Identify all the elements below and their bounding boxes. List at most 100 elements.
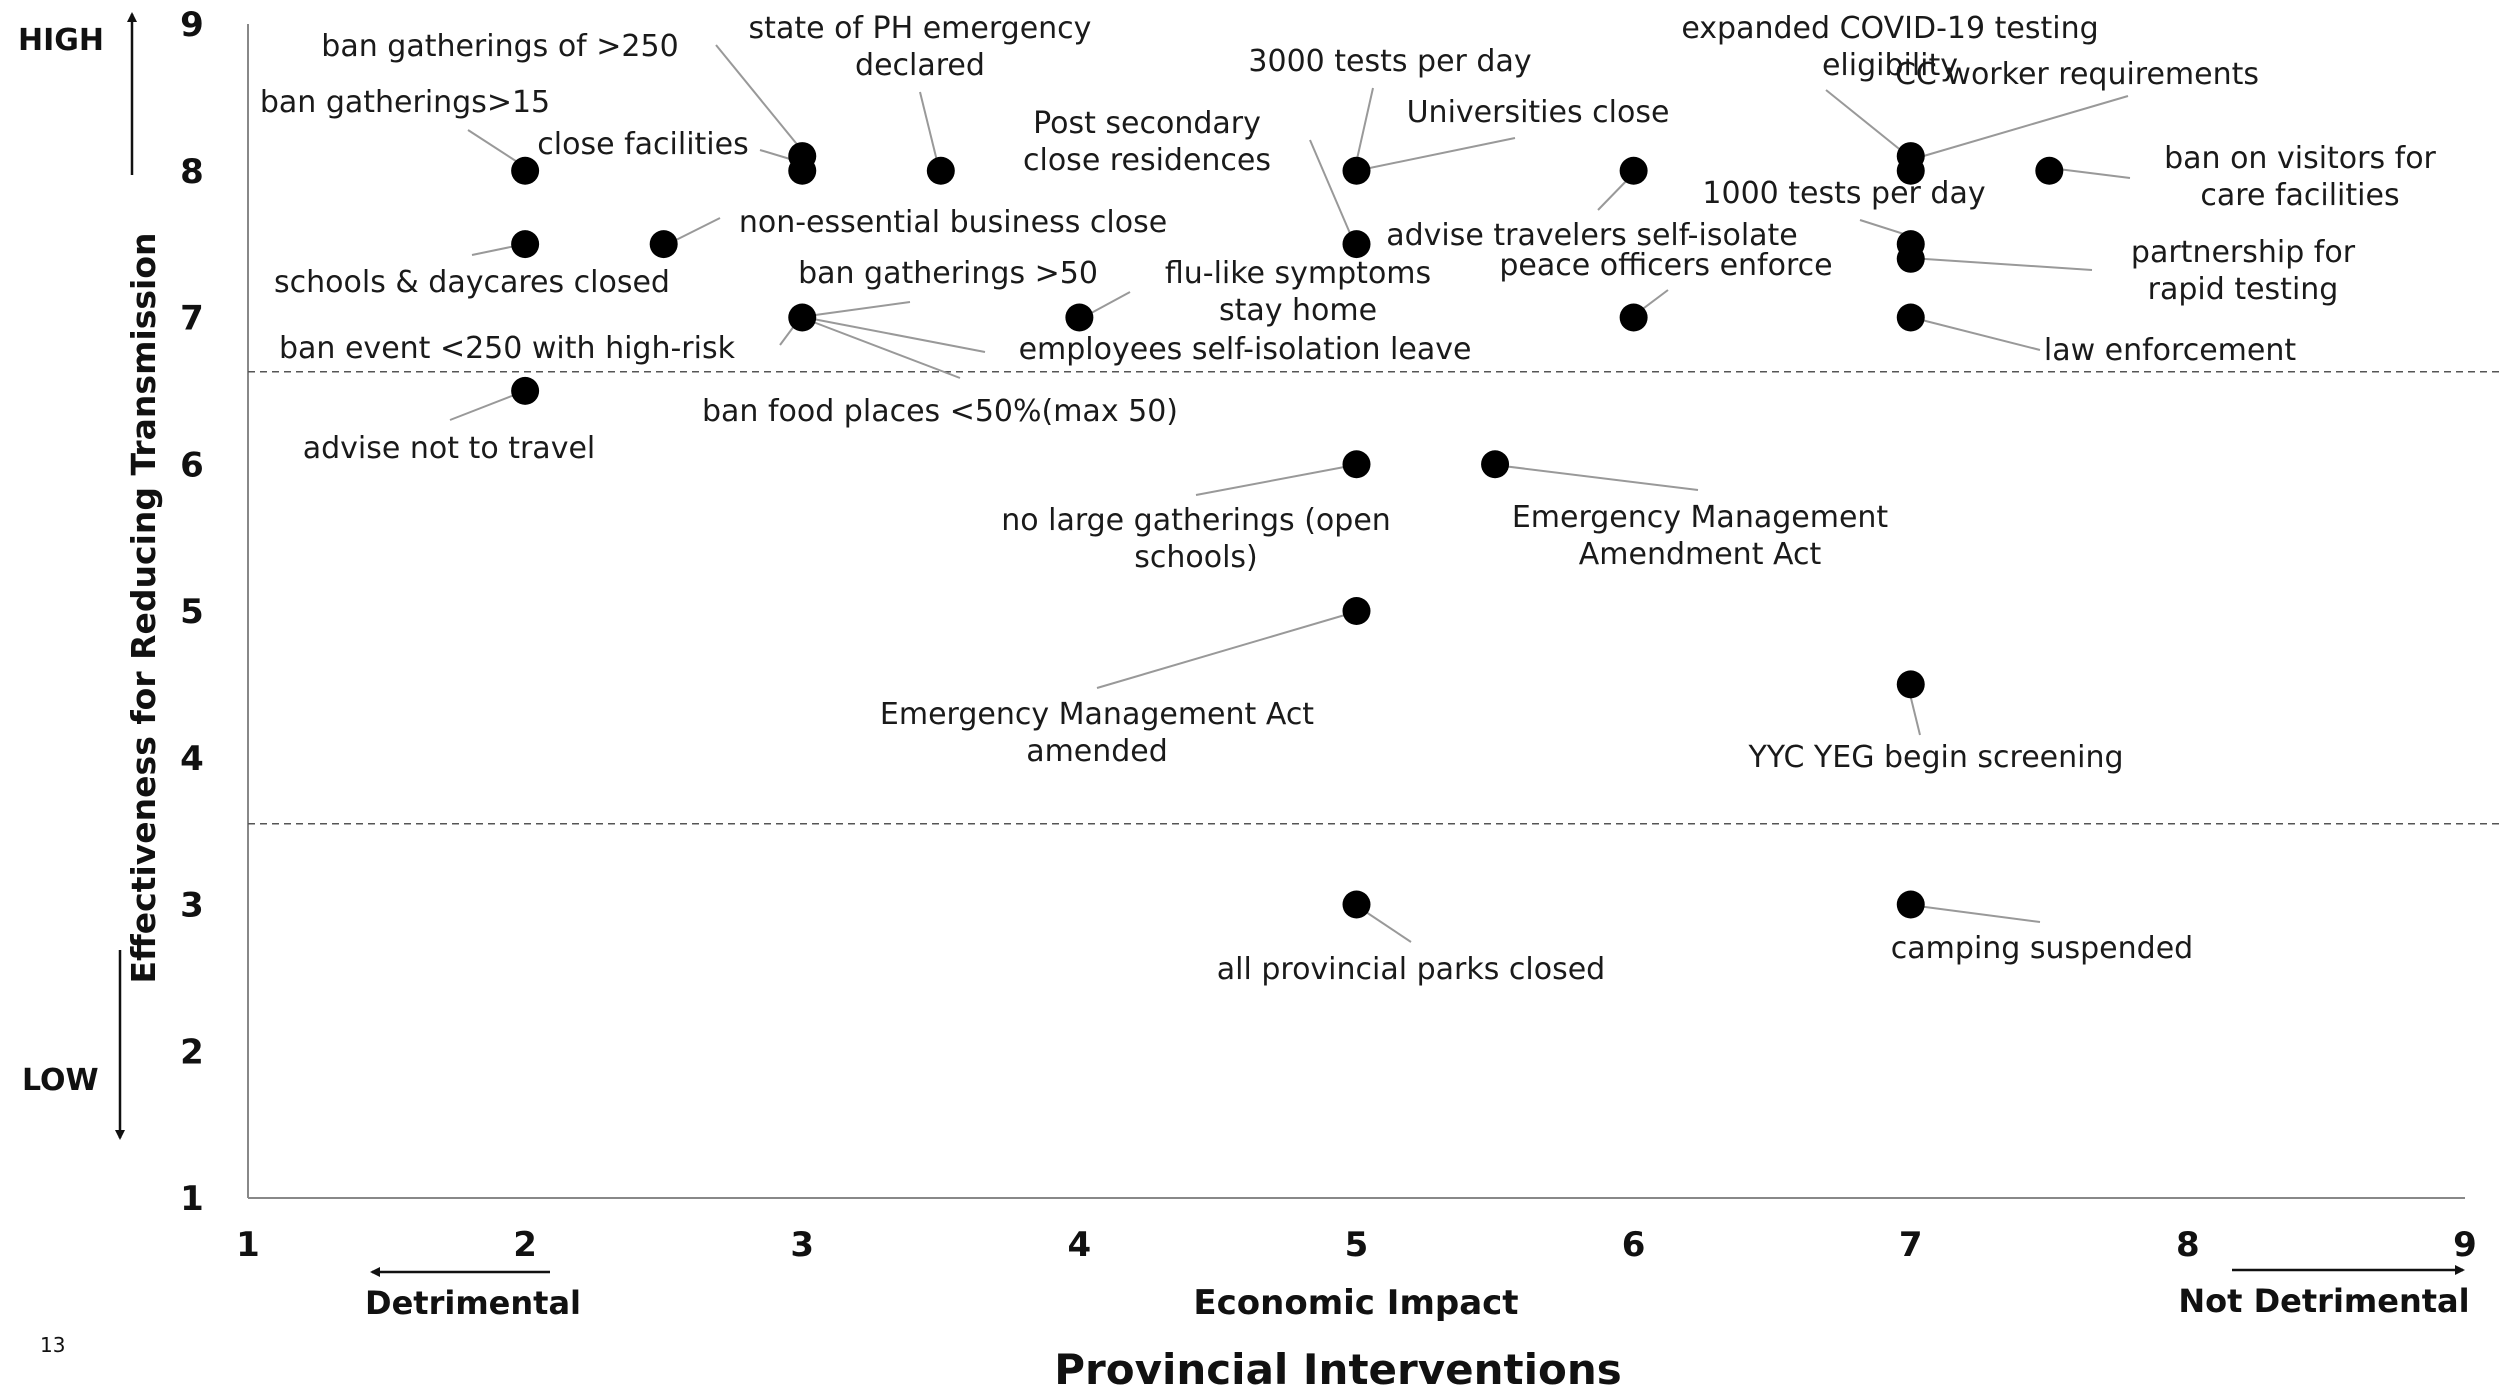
leader-line: [1359, 137, 1516, 171]
y-tick-label: 3: [180, 886, 204, 926]
point-label: schools & daycares closed: [274, 265, 670, 300]
point-label: ban event <250 with high-risk: [279, 331, 736, 366]
leader-line: [807, 319, 961, 379]
point-label: ban gatherings >50: [798, 256, 1098, 291]
leader-line: [1825, 89, 1904, 153]
y-high-label: HIGH: [18, 23, 104, 58]
y-tick-label: 5: [180, 592, 204, 632]
data-point: [1342, 230, 1371, 259]
data-point: [511, 230, 540, 259]
point-label: Universities close: [1407, 95, 1670, 130]
point-label: CC worker requirements: [1895, 57, 2259, 92]
point-label: ban on visitors for care facilities: [2164, 141, 2436, 213]
y-tick-label: 1: [180, 1179, 204, 1219]
leader-line: [1096, 611, 1356, 689]
point-label: expanded COVID-19 testing eligibility: [1681, 11, 2098, 83]
leader-line: [919, 91, 939, 166]
y-tick-label: 7: [180, 299, 204, 339]
leader-line: [1195, 464, 1356, 496]
point-label: employees self-isolation leave: [1019, 332, 1472, 367]
data-point: [2035, 156, 2064, 185]
x-tick-label: 9: [2453, 1225, 2477, 1265]
point-label: camping suspended: [1891, 931, 2193, 966]
y-tick-label: 9: [180, 5, 204, 45]
data-point: [1896, 670, 1925, 699]
leader-line: [2049, 167, 2131, 179]
slide-number: 13: [40, 1333, 65, 1357]
data-point: [649, 230, 678, 259]
x-tick-label: 6: [1622, 1225, 1646, 1265]
point-label: no large gatherings (open schools): [1001, 503, 1391, 575]
x-axis-title: Economic Impact: [1193, 1283, 1518, 1323]
y-tick-label: 2: [180, 1032, 204, 1072]
point-label: advise travelers self-isolate: [1386, 218, 1798, 253]
leader-line: [1909, 904, 2041, 923]
point-labels: ban gatherings>15 ban gatherings of >250 c…: [260, 11, 2437, 987]
data-point: [1342, 890, 1371, 919]
chart-title: Provincial Interventions: [1054, 1345, 1621, 1391]
point-label: 1000 tests per day: [1702, 176, 1985, 211]
data-point: [1342, 450, 1371, 479]
x-tick-label: 5: [1345, 1225, 1369, 1265]
data-point: [1342, 597, 1371, 625]
point-label: YYC YEG begin screening: [1747, 740, 2123, 775]
data-point: [788, 303, 817, 332]
x-tick-label: 2: [513, 1225, 537, 1265]
data-point: [1896, 890, 1925, 919]
y-tick-label: 6: [180, 445, 204, 485]
x-tick-label: 8: [2176, 1225, 2200, 1265]
point-label: state of PH emergency declared: [749, 11, 1092, 83]
data-point: [511, 156, 540, 185]
x-tick-label: 1: [236, 1225, 260, 1265]
point-label: ban gatherings of >250: [321, 29, 678, 64]
point-label: partnership for rapid testing: [2131, 235, 2356, 307]
point-label: ban food places <50%(max 50): [702, 394, 1178, 429]
leader-line: [1354, 87, 1374, 169]
leader-line: [1909, 257, 2093, 271]
x-tick-labels: 1 2 3 4 5 6 7 8 9: [236, 1225, 2477, 1265]
leader-line: [1909, 95, 2129, 161]
y-tick-label: 4: [180, 739, 204, 779]
y-tick-label: 8: [180, 152, 204, 192]
leader-line: [449, 391, 523, 421]
data-point: [1619, 156, 1648, 185]
data-point: [1619, 303, 1648, 332]
leader-line: [807, 317, 986, 353]
data-point: [1065, 303, 1094, 332]
point-label: Post secondary close residences: [1023, 106, 1271, 178]
point-label: non-essential business close: [739, 205, 1167, 240]
leader-line: [1494, 464, 1699, 491]
x-low-label: Detrimental: [365, 1284, 581, 1322]
point-label: Emergency Management Act amended: [880, 697, 1314, 769]
x-tick-label: 4: [1068, 1225, 1092, 1265]
y-axis-title: Effectiveness for Reducing Transmission: [124, 232, 163, 983]
data-point: [926, 156, 955, 185]
data-point: [1342, 156, 1371, 185]
leader-line: [1359, 907, 1412, 943]
data-point: [511, 376, 540, 405]
leader-line: [1309, 139, 1356, 246]
point-label: Emergency Management Amendment Act: [1512, 500, 1889, 572]
x-high-label: Not Detrimental: [2178, 1282, 2469, 1320]
leader-lines: [449, 44, 2131, 943]
data-point: [1896, 303, 1925, 332]
point-label: peace officers enforce: [1499, 248, 1832, 283]
reference-lines: [248, 371, 2499, 825]
x-tick-label: 3: [790, 1225, 814, 1265]
data-point: [788, 156, 817, 185]
point-label: advise not to travel: [303, 431, 596, 466]
data-points: [511, 142, 2064, 919]
y-tick-labels: 1 2 3 4 5 6 7 8 9: [180, 5, 204, 1219]
point-label: 3000 tests per day: [1248, 44, 1531, 79]
leader-line: [715, 44, 801, 149]
point-label: all provincial parks closed: [1217, 952, 1605, 987]
data-point: [1896, 156, 1925, 185]
leader-line: [1909, 316, 2041, 351]
point-label: close facilities: [537, 127, 748, 162]
data-point: [1896, 244, 1925, 273]
leader-line: [467, 129, 523, 166]
point-label: ban gatherings>15: [260, 85, 550, 120]
data-point: [1481, 450, 1510, 479]
leader-line: [1859, 219, 1911, 237]
